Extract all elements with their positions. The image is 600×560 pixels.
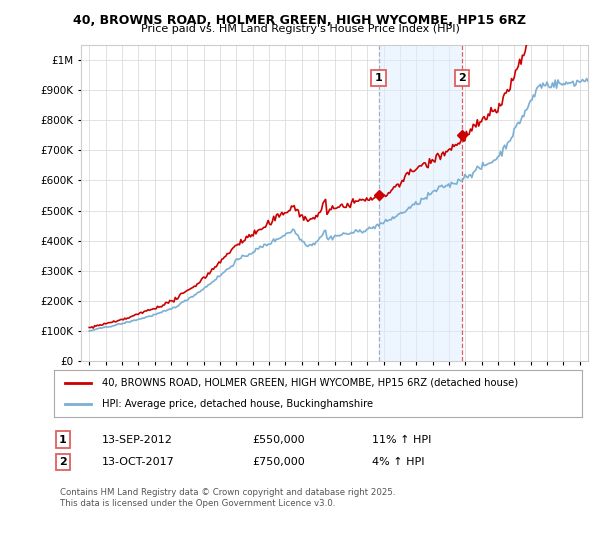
Text: 4% ↑ HPI: 4% ↑ HPI [372, 457, 425, 467]
Text: HPI: Average price, detached house, Buckinghamshire: HPI: Average price, detached house, Buck… [101, 399, 373, 409]
Text: 13-OCT-2017: 13-OCT-2017 [102, 457, 175, 467]
Text: Contains HM Land Registry data © Crown copyright and database right 2025.
This d: Contains HM Land Registry data © Crown c… [60, 488, 395, 508]
Text: 11% ↑ HPI: 11% ↑ HPI [372, 435, 431, 445]
Text: 13-SEP-2012: 13-SEP-2012 [102, 435, 173, 445]
Text: 40, BROWNS ROAD, HOLMER GREEN, HIGH WYCOMBE, HP15 6RZ: 40, BROWNS ROAD, HOLMER GREEN, HIGH WYCO… [73, 14, 527, 27]
Bar [379, 45, 462, 361]
Text: £550,000: £550,000 [252, 435, 305, 445]
Text: 2: 2 [59, 457, 67, 467]
Text: £750,000: £750,000 [252, 457, 305, 467]
Text: 1: 1 [375, 73, 383, 83]
Text: Price paid vs. HM Land Registry's House Price Index (HPI): Price paid vs. HM Land Registry's House … [140, 24, 460, 34]
Text: 2: 2 [458, 73, 466, 83]
Text: 1: 1 [59, 435, 67, 445]
Text: 40, BROWNS ROAD, HOLMER GREEN, HIGH WYCOMBE, HP15 6RZ (detached house): 40, BROWNS ROAD, HOLMER GREEN, HIGH WYCO… [101, 378, 518, 388]
